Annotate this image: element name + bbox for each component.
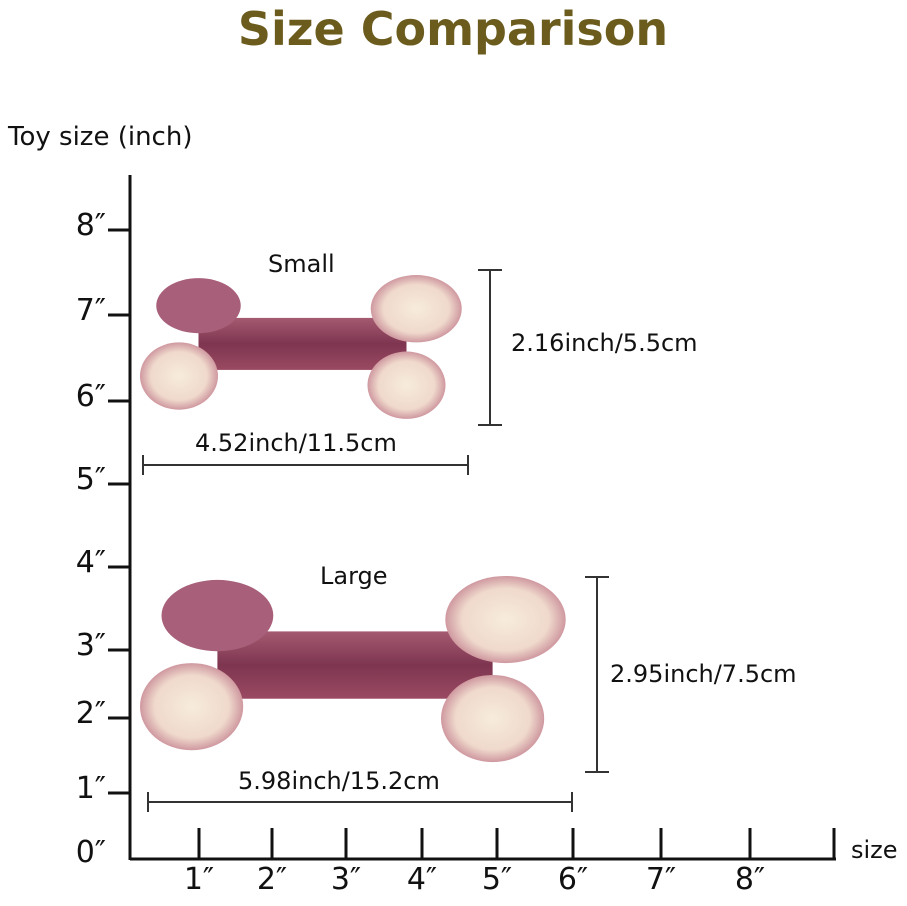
large-bone-image: [140, 575, 566, 763]
large-label: Large: [320, 562, 388, 590]
y-tick-label: 8″: [75, 208, 106, 243]
x-axis-label: size: [851, 836, 898, 864]
x-tick-label: 2″: [256, 862, 288, 897]
y-tick-label: 1″: [75, 771, 106, 806]
x-tick-label: 3″: [330, 862, 362, 897]
large-height-label: 2.95inch/7.5cm: [610, 660, 797, 688]
x-tick-label: 4″: [406, 862, 438, 897]
x-tick-label: 6″: [557, 862, 589, 897]
y-tick-label: 5″: [75, 462, 106, 497]
y-tick-label: 2″: [75, 696, 106, 731]
title: Size Comparison: [237, 2, 669, 56]
y-tick-label: 4″: [75, 545, 106, 580]
x-tick-label: 1″: [183, 862, 215, 897]
large-width-label: 5.98inch/15.2cm: [238, 767, 440, 795]
y-tick-label: 6″: [75, 379, 106, 414]
x-tick-label: 7″: [645, 862, 677, 897]
small-bone-image: [140, 275, 462, 419]
y-tick-label: 3″: [75, 628, 106, 663]
y-axis-label: Toy size (inch): [8, 122, 193, 152]
y-tick-label: 7″: [75, 293, 106, 328]
small-height-label: 2.16inch/5.5cm: [511, 329, 698, 357]
y-tick-label: 0″: [75, 835, 106, 870]
small-width-label: 4.52inch/11.5cm: [195, 429, 397, 457]
x-tick-label: 5″: [481, 862, 513, 897]
x-tick-label: 8″: [734, 862, 766, 897]
small-label: Small: [268, 250, 335, 278]
